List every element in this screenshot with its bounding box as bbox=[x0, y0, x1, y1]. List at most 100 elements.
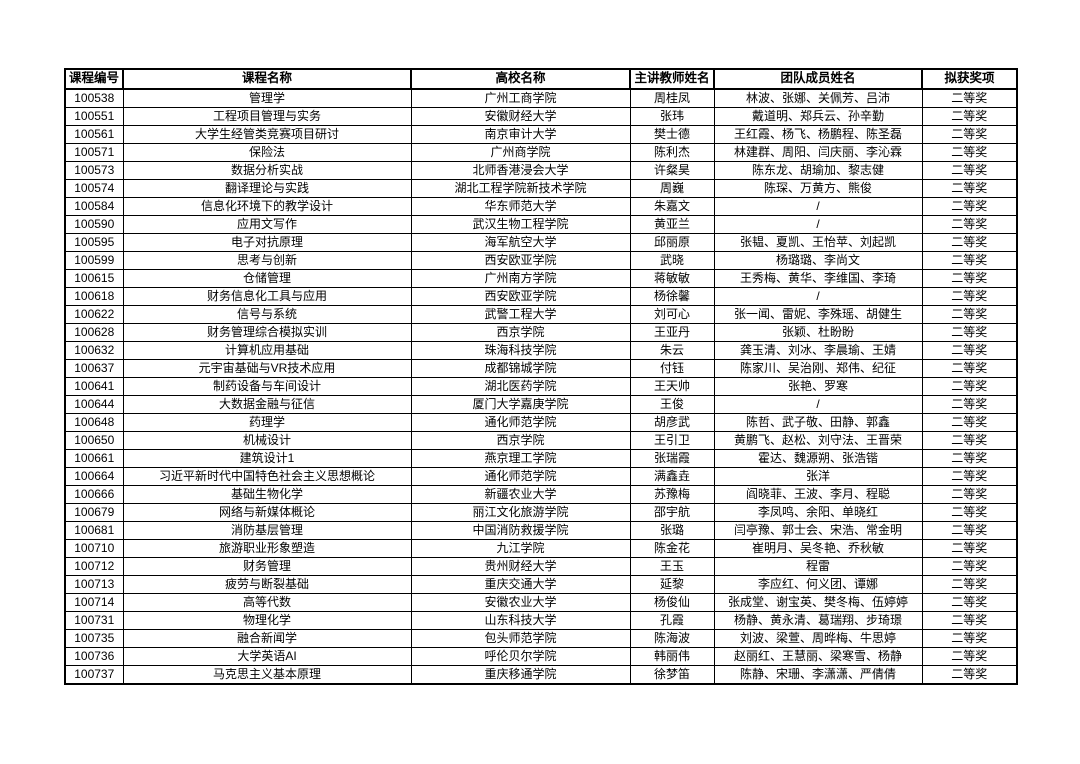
cell-award: 二等奖 bbox=[921, 557, 1018, 576]
cell-award: 二等奖 bbox=[921, 503, 1018, 522]
cell-course-name: 计算机应用基础 bbox=[122, 341, 412, 360]
cell-award: 二等奖 bbox=[921, 269, 1018, 288]
table-row: 100681 消防基层管理 中国消防救援学院 张璐 闫亭豫、郭士会、宋浩、常金明 二等奖 bbox=[64, 521, 1018, 540]
cell-award: 二等奖 bbox=[921, 125, 1018, 144]
cell-award: 二等奖 bbox=[921, 467, 1018, 486]
cell-award: 二等奖 bbox=[921, 233, 1018, 252]
cell-course-id: 100618 bbox=[64, 287, 124, 306]
cell-award: 二等奖 bbox=[921, 395, 1018, 414]
header-course-id: 课程编号 bbox=[64, 68, 124, 90]
cell-teacher: 陈金花 bbox=[629, 539, 715, 558]
table-row: 100632 计算机应用基础 珠海科技学院 朱云 龚玉清、刘冰、李晨瑜、王婧 二等奖 bbox=[64, 341, 1018, 360]
cell-course-id: 100714 bbox=[64, 593, 124, 612]
table-header: 课程编号 课程名称 高校名称 主讲教师姓名 团队成员姓名 拟获奖项 bbox=[64, 68, 1018, 90]
cell-course-id: 100574 bbox=[64, 179, 124, 198]
cell-course-id: 100599 bbox=[64, 251, 124, 270]
cell-teacher: 王亚丹 bbox=[629, 323, 715, 342]
cell-teacher: 王天帅 bbox=[629, 377, 715, 396]
cell-university: 珠海科技学院 bbox=[410, 341, 631, 360]
cell-university: 重庆交通大学 bbox=[410, 575, 631, 594]
cell-university: 广州商学院 bbox=[410, 143, 631, 162]
cell-teacher: 张瑞霞 bbox=[629, 449, 715, 468]
cell-course-name: 制药设备与车间设计 bbox=[122, 377, 412, 396]
cell-course-id: 100615 bbox=[64, 269, 124, 288]
cell-course-name: 建筑设计1 bbox=[122, 449, 412, 468]
cell-award: 二等奖 bbox=[921, 485, 1018, 504]
cell-team-members: 崔明月、吴冬艳、乔秋敏 bbox=[713, 539, 923, 558]
cell-university: 西京学院 bbox=[410, 323, 631, 342]
cell-teacher: 朱嘉文 bbox=[629, 197, 715, 216]
cell-course-id: 100712 bbox=[64, 557, 124, 576]
cell-award: 二等奖 bbox=[921, 215, 1018, 234]
cell-course-name: 物理化学 bbox=[122, 611, 412, 630]
cell-course-name: 翻译理论与实践 bbox=[122, 179, 412, 198]
cell-course-id: 100736 bbox=[64, 647, 124, 666]
cell-team-members: 李应红、何义团、谭娜 bbox=[713, 575, 923, 594]
cell-award: 二等奖 bbox=[921, 305, 1018, 324]
cell-university: 燕京理工学院 bbox=[410, 449, 631, 468]
cell-course-id: 100650 bbox=[64, 431, 124, 450]
cell-course-id: 100571 bbox=[64, 143, 124, 162]
table-row: 100737 马克思主义基本原理 重庆移通学院 徐梦笛 陈静、宋珊、李潇潇、严倩倩 二等奖 bbox=[64, 665, 1018, 685]
course-award-table: 课程编号 课程名称 高校名称 主讲教师姓名 团队成员姓名 拟获奖项 100538… bbox=[64, 68, 1018, 685]
cell-course-name: 工程项目管理与实务 bbox=[122, 107, 412, 126]
table-row: 100712 财务管理 贵州财经大学 王玉 程雷 二等奖 bbox=[64, 557, 1018, 576]
table-row: 100628 财务管理综合模拟实训 西京学院 王亚丹 张颖、杜盼盼 二等奖 bbox=[64, 323, 1018, 342]
cell-university: 厦门大学嘉庚学院 bbox=[410, 395, 631, 414]
cell-course-name: 大数据金融与征信 bbox=[122, 395, 412, 414]
cell-course-id: 100735 bbox=[64, 629, 124, 648]
cell-award: 二等奖 bbox=[921, 88, 1018, 108]
table-row: 100650 机械设计 西京学院 王引卫 黄鹏飞、赵松、刘守法、王晋荣 二等奖 bbox=[64, 431, 1018, 450]
cell-team-members: 霍达、魏源朔、张浩锴 bbox=[713, 449, 923, 468]
cell-team-members: 陈东龙、胡瑜加、黎志健 bbox=[713, 161, 923, 180]
cell-team-members: 杨璐璐、李尚文 bbox=[713, 251, 923, 270]
cell-teacher: 付钰 bbox=[629, 359, 715, 378]
cell-team-members: 陈琛、万黄方、熊俊 bbox=[713, 179, 923, 198]
cell-university: 重庆移通学院 bbox=[410, 665, 631, 685]
cell-university: 武汉生物工程学院 bbox=[410, 215, 631, 234]
cell-university: 西安欧亚学院 bbox=[410, 251, 631, 270]
table-row: 100615 仓储管理 广州南方学院 蒋敏敏 王秀梅、黄华、李维国、李琦 二等奖 bbox=[64, 269, 1018, 288]
cell-course-id: 100561 bbox=[64, 125, 124, 144]
table-row: 100710 旅游职业形象塑造 九江学院 陈金花 崔明月、吴冬艳、乔秋敏 二等奖 bbox=[64, 539, 1018, 558]
cell-team-members: 李凤鸣、余阳、单晓红 bbox=[713, 503, 923, 522]
cell-course-id: 100632 bbox=[64, 341, 124, 360]
cell-teacher: 刘可心 bbox=[629, 305, 715, 324]
table-row: 100714 高等代数 安徽农业大学 杨俊仙 张成堂、谢宝英、樊冬梅、伍婷婷 二等奖 bbox=[64, 593, 1018, 612]
cell-course-id: 100710 bbox=[64, 539, 124, 558]
cell-university: 安徽财经大学 bbox=[410, 107, 631, 126]
cell-university: 华东师范大学 bbox=[410, 197, 631, 216]
cell-university: 中国消防救援学院 bbox=[410, 521, 631, 540]
cell-award: 二等奖 bbox=[921, 647, 1018, 666]
cell-university: 北师香港浸会大学 bbox=[410, 161, 631, 180]
cell-teacher: 张璐 bbox=[629, 521, 715, 540]
cell-award: 二等奖 bbox=[921, 341, 1018, 360]
cell-award: 二等奖 bbox=[921, 143, 1018, 162]
table-row: 100571 保险法 广州商学院 陈利杰 林建群、周阳、闫庆丽、李沁霖 二等奖 bbox=[64, 143, 1018, 162]
cell-award: 二等奖 bbox=[921, 161, 1018, 180]
cell-course-id: 100666 bbox=[64, 485, 124, 504]
cell-teacher: 杨俊仙 bbox=[629, 593, 715, 612]
table-row: 100661 建筑设计1 燕京理工学院 张瑞霞 霍达、魏源朔、张浩锴 二等奖 bbox=[64, 449, 1018, 468]
table-row: 100618 财务信息化工具与应用 西安欧亚学院 杨徐馨 / 二等奖 bbox=[64, 287, 1018, 306]
header-award: 拟获奖项 bbox=[921, 68, 1018, 90]
cell-course-id: 100664 bbox=[64, 467, 124, 486]
header-university: 高校名称 bbox=[410, 68, 631, 90]
cell-university: 西安欧亚学院 bbox=[410, 287, 631, 306]
cell-team-members: 张洋 bbox=[713, 467, 923, 486]
cell-award: 二等奖 bbox=[921, 251, 1018, 270]
cell-team-members: 龚玉清、刘冰、李晨瑜、王婧 bbox=[713, 341, 923, 360]
cell-teacher: 周巍 bbox=[629, 179, 715, 198]
cell-course-id: 100713 bbox=[64, 575, 124, 594]
cell-course-name: 高等代数 bbox=[122, 593, 412, 612]
cell-award: 二等奖 bbox=[921, 377, 1018, 396]
cell-university: 山东科技大学 bbox=[410, 611, 631, 630]
table-row: 100666 基础生物化学 新疆农业大学 苏豫梅 阎晓菲、王波、李月、程聪 二等奖 bbox=[64, 485, 1018, 504]
cell-course-id: 100648 bbox=[64, 413, 124, 432]
cell-team-members: / bbox=[713, 395, 923, 414]
cell-teacher: 王引卫 bbox=[629, 431, 715, 450]
table-row: 100664 习近平新时代中国特色社会主义思想概论 通化师范学院 满鑫垚 张洋 二等奖 bbox=[64, 467, 1018, 486]
cell-teacher: 陈海波 bbox=[629, 629, 715, 648]
cell-team-members: 刘波、梁萱、周晔梅、牛思婷 bbox=[713, 629, 923, 648]
table-row: 100590 应用文写作 武汉生物工程学院 黄亚兰 / 二等奖 bbox=[64, 215, 1018, 234]
